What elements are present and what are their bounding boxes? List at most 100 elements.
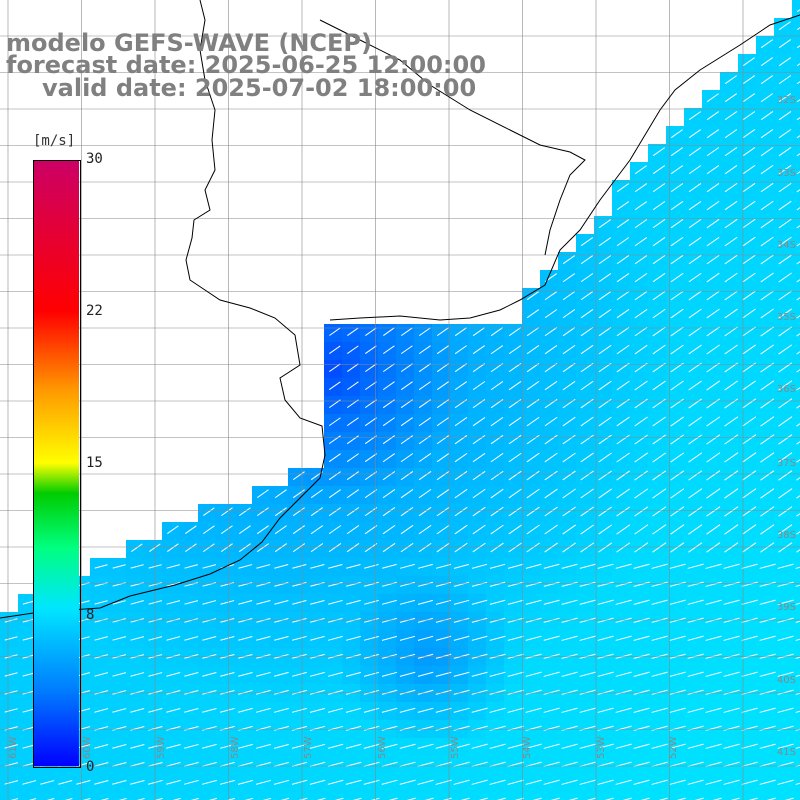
wind-arrow <box>687 743 704 749</box>
wind-arrow <box>166 672 181 677</box>
wind-arrow <box>688 326 702 337</box>
wind-cell <box>432 792 450 800</box>
wind-arrow <box>652 488 667 499</box>
wind-arrow <box>562 398 576 409</box>
wind-arrow <box>796 351 800 355</box>
wind-arrow <box>670 380 684 391</box>
wind-arrow <box>724 380 739 391</box>
wind-arrow <box>724 164 738 175</box>
wind-arrow <box>112 744 127 749</box>
wind-arrow <box>562 255 576 265</box>
wind-arrow <box>298 797 308 800</box>
wind-arrow <box>778 75 792 85</box>
wind-arrow <box>112 708 127 713</box>
wind-arrow <box>202 672 217 677</box>
wind-arrow <box>723 707 740 713</box>
wind-cell <box>792 702 800 720</box>
wind-arrow <box>166 779 181 785</box>
wind-arrow <box>507 599 524 605</box>
wind-arrow <box>328 435 341 445</box>
wind-arrow <box>526 291 540 301</box>
wind-arrow <box>382 489 396 499</box>
wind-arrow <box>202 600 217 605</box>
colorbar-bar <box>33 160 79 766</box>
wind-arrow <box>418 524 432 535</box>
wind-cell <box>792 396 800 414</box>
wind-arrow <box>291 761 308 767</box>
wind-arrow <box>796 153 800 157</box>
wind-arrow <box>526 380 540 391</box>
wind-arrow <box>706 344 720 355</box>
wind-arrow <box>777 599 794 605</box>
wind-arrow <box>742 254 756 265</box>
wind-arrow <box>262 797 272 800</box>
wind-arrow <box>508 363 522 373</box>
wind-arrow <box>418 453 432 463</box>
wind-arrow <box>508 434 522 445</box>
wind-arrow <box>562 326 576 337</box>
coastline-north <box>329 14 800 321</box>
wind-arrow <box>436 524 450 535</box>
wind-arrow <box>454 417 468 427</box>
wind-arrow <box>598 255 612 265</box>
wind-arrow <box>10 798 19 800</box>
wind-arrow <box>418 363 431 373</box>
wind-cell <box>216 792 234 800</box>
wind-arrow <box>543 689 560 695</box>
wind-arrow <box>616 183 629 193</box>
colorbar-tick-15: 15 <box>86 455 103 471</box>
wind-arrow <box>760 416 775 427</box>
wind-cell <box>648 792 666 800</box>
wind-arrow <box>778 236 792 247</box>
wind-cell <box>792 252 800 270</box>
wind-arrow <box>580 470 594 481</box>
wind-arrow <box>255 761 272 767</box>
wind-arrow <box>130 744 145 749</box>
wind-arrow <box>544 291 558 301</box>
wind-arrow <box>795 656 800 659</box>
wind-arrow <box>364 563 379 569</box>
wind-arrow <box>94 636 108 641</box>
wind-arrow <box>328 543 342 553</box>
wind-arrow <box>274 507 287 517</box>
wind-arrow <box>742 506 757 517</box>
wind-arrow <box>328 453 341 463</box>
wind-arrow <box>400 563 415 569</box>
wind-arrow <box>329 381 341 390</box>
wind-arrow <box>328 471 341 481</box>
wind-arrow <box>363 689 380 695</box>
wind-arrow <box>796 495 800 499</box>
wind-arrow <box>544 327 558 337</box>
wind-arrow <box>670 452 685 463</box>
wind-arrow <box>742 75 756 85</box>
wind-arrow <box>760 470 775 481</box>
wind-arrow <box>616 344 630 355</box>
wind-arrow <box>616 524 631 535</box>
wind-arrow <box>460 797 470 800</box>
wind-arrow <box>184 707 199 713</box>
wind-arrow <box>561 671 578 677</box>
wind-arrow <box>669 779 686 785</box>
wind-arrow <box>472 470 486 481</box>
wind-arrow <box>777 671 794 677</box>
wind-arrow <box>436 327 449 337</box>
wind-arrow <box>327 707 344 713</box>
wind-arrow <box>687 707 704 713</box>
wind-arrow <box>327 689 344 695</box>
wind-arrow <box>760 488 775 499</box>
colorbar-tick-8: 8 <box>86 607 95 623</box>
wind-arrow <box>274 543 288 553</box>
wind-arrow <box>742 182 756 193</box>
wind-arrow <box>724 488 739 499</box>
wind-arrow <box>453 581 470 587</box>
lon-label: 56W <box>377 736 388 759</box>
wind-arrow <box>760 218 774 229</box>
wind-arrow <box>580 434 594 445</box>
wind-arrow <box>4 762 19 767</box>
wind-cell <box>792 666 800 684</box>
wind-arrow <box>166 761 181 767</box>
wind-arrow <box>760 542 775 553</box>
wind-arrow <box>526 362 540 373</box>
wind-arrow <box>562 416 576 427</box>
wind-arrow <box>778 57 792 67</box>
